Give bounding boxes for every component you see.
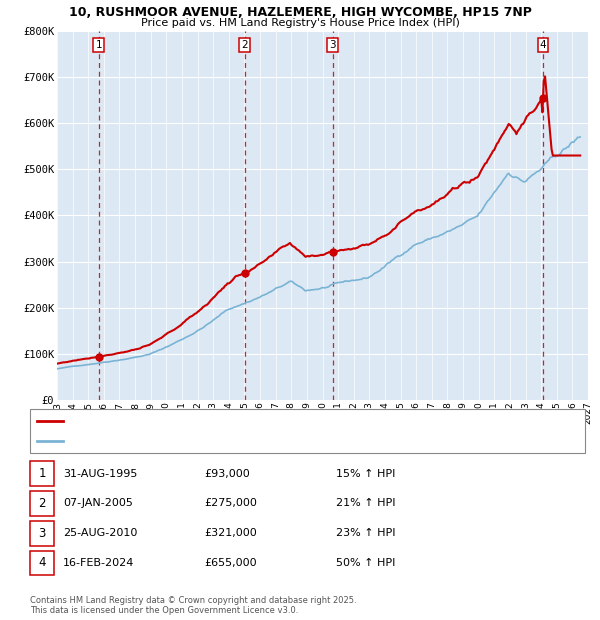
- Text: Contains HM Land Registry data © Crown copyright and database right 2025.
This d: Contains HM Land Registry data © Crown c…: [30, 596, 356, 615]
- Text: 2: 2: [241, 40, 248, 50]
- Text: Price paid vs. HM Land Registry's House Price Index (HPI): Price paid vs. HM Land Registry's House …: [140, 18, 460, 28]
- Text: £93,000: £93,000: [204, 469, 250, 479]
- Text: 1: 1: [95, 40, 102, 50]
- Text: 3: 3: [329, 40, 336, 50]
- Text: 15% ↑ HPI: 15% ↑ HPI: [336, 469, 395, 479]
- Text: 1: 1: [38, 467, 46, 480]
- Text: £275,000: £275,000: [204, 498, 257, 508]
- Text: 10, RUSHMOOR AVENUE, HAZLEMERE, HIGH WYCOMBE, HP15 7NP: 10, RUSHMOOR AVENUE, HAZLEMERE, HIGH WYC…: [68, 6, 532, 19]
- Text: 3: 3: [38, 527, 46, 539]
- Text: 10, RUSHMOOR AVENUE, HAZLEMERE, HIGH WYCOMBE, HP15 7NP (semi-detached house): 10, RUSHMOOR AVENUE, HAZLEMERE, HIGH WYC…: [66, 417, 472, 425]
- Text: HPI: Average price, semi-detached house, Buckinghamshire: HPI: Average price, semi-detached house,…: [66, 436, 337, 445]
- Text: 25-AUG-2010: 25-AUG-2010: [63, 528, 137, 538]
- Text: £655,000: £655,000: [204, 558, 257, 568]
- Text: 4: 4: [38, 557, 46, 569]
- Text: 21% ↑ HPI: 21% ↑ HPI: [336, 498, 395, 508]
- Text: 07-JAN-2005: 07-JAN-2005: [63, 498, 133, 508]
- Text: 16-FEB-2024: 16-FEB-2024: [63, 558, 134, 568]
- Text: 4: 4: [540, 40, 547, 50]
- Text: 50% ↑ HPI: 50% ↑ HPI: [336, 558, 395, 568]
- Text: 31-AUG-1995: 31-AUG-1995: [63, 469, 137, 479]
- Text: £321,000: £321,000: [204, 528, 257, 538]
- Text: 23% ↑ HPI: 23% ↑ HPI: [336, 528, 395, 538]
- Text: 2: 2: [38, 497, 46, 510]
